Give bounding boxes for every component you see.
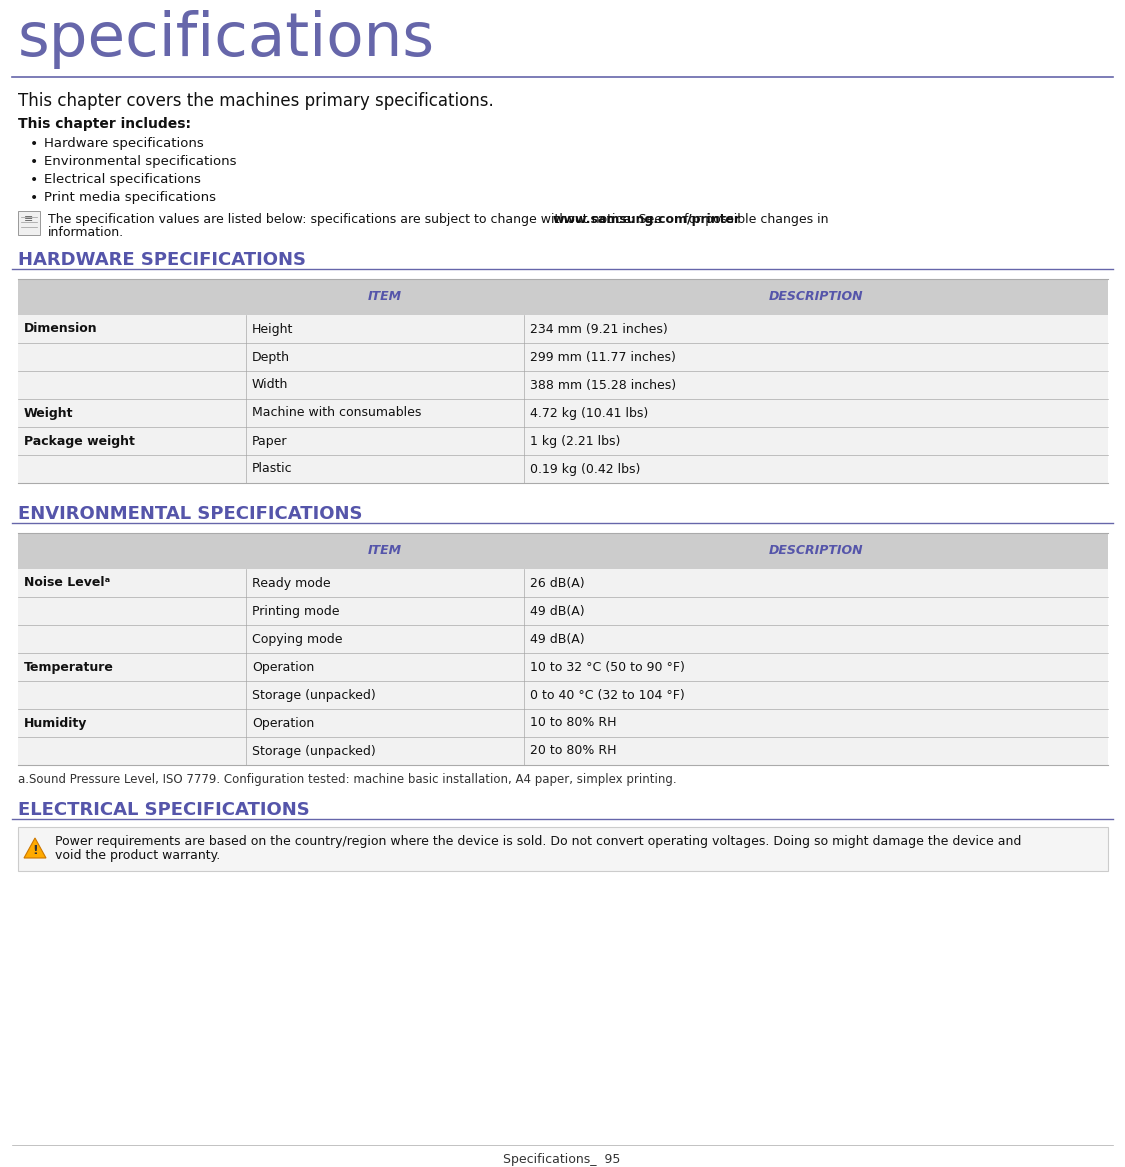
Text: ENVIRONMENTAL SPECIFICATIONS: ENVIRONMENTAL SPECIFICATIONS	[18, 505, 362, 523]
Text: void the product warranty.: void the product warranty.	[55, 850, 221, 862]
Bar	[18, 626, 1108, 654]
Text: Electrical specifications: Electrical specifications	[44, 173, 201, 186]
Bar	[18, 455, 1108, 483]
Text: Print media specifications: Print media specifications	[44, 191, 216, 204]
Text: ELECTRICAL SPECIFICATIONS: ELECTRICAL SPECIFICATIONS	[18, 801, 309, 819]
Text: DESCRIPTION: DESCRIPTION	[768, 291, 863, 303]
Text: The specification values are listed below: specifications are subject to change : The specification values are listed belo…	[48, 214, 666, 226]
Text: specifications: specifications	[18, 11, 435, 69]
Text: 299 mm (11.77 inches): 299 mm (11.77 inches)	[530, 350, 676, 363]
Text: Height: Height	[252, 322, 294, 335]
Bar	[18, 315, 1108, 343]
Text: Specifications_  95: Specifications_ 95	[503, 1153, 621, 1166]
Text: 234 mm (9.21 inches): 234 mm (9.21 inches)	[530, 322, 668, 335]
Bar	[18, 654, 1108, 682]
Text: •: •	[30, 191, 38, 205]
Bar	[18, 710, 1108, 738]
Bar	[18, 533, 1108, 569]
Text: 10 to 32 °C (50 to 90 °F): 10 to 32 °C (50 to 90 °F)	[530, 661, 685, 673]
Bar	[18, 399, 1108, 427]
Text: for possible changes in: for possible changes in	[680, 214, 828, 226]
Text: 10 to 80% RH: 10 to 80% RH	[530, 717, 617, 729]
Text: !: !	[33, 844, 38, 857]
Text: information.: information.	[48, 226, 124, 239]
Bar	[18, 738, 1108, 766]
Bar	[18, 827, 1108, 871]
Text: Plastic: Plastic	[252, 462, 292, 475]
Text: Storage (unpacked): Storage (unpacked)	[252, 689, 376, 701]
Text: •: •	[30, 137, 38, 151]
Text: Operation: Operation	[252, 661, 314, 673]
Text: ITEM: ITEM	[368, 545, 402, 558]
Text: Dimension: Dimension	[24, 322, 98, 335]
Text: Copying mode: Copying mode	[252, 633, 342, 645]
Text: a.Sound Pressure Level, ISO 7779. Configuration tested: machine basic installati: a.Sound Pressure Level, ISO 7779. Config…	[18, 773, 676, 787]
Text: This chapter includes:: This chapter includes:	[18, 117, 191, 131]
Text: www.samsung.com/printer: www.samsung.com/printer	[554, 214, 741, 226]
Text: DESCRIPTION: DESCRIPTION	[768, 545, 863, 558]
Text: Printing mode: Printing mode	[252, 605, 340, 617]
Text: 0 to 40 °C (32 to 104 °F): 0 to 40 °C (32 to 104 °F)	[530, 689, 685, 701]
Text: HARDWARE SPECIFICATIONS: HARDWARE SPECIFICATIONS	[18, 251, 306, 270]
Text: 388 mm (15.28 inches): 388 mm (15.28 inches)	[530, 378, 676, 391]
Text: Operation: Operation	[252, 717, 314, 729]
Text: 26 dB(A): 26 dB(A)	[530, 576, 585, 589]
Text: Storage (unpacked): Storage (unpacked)	[252, 745, 376, 757]
Bar	[18, 343, 1108, 371]
Bar	[18, 211, 40, 235]
Polygon shape	[24, 838, 46, 858]
Text: Weight: Weight	[24, 406, 73, 419]
Text: Package weight: Package weight	[24, 434, 135, 447]
Text: Environmental specifications: Environmental specifications	[44, 155, 236, 168]
Bar	[18, 569, 1108, 598]
Text: Temperature: Temperature	[24, 661, 114, 673]
Text: Hardware specifications: Hardware specifications	[44, 137, 204, 151]
Text: 0.19 kg (0.42 lbs): 0.19 kg (0.42 lbs)	[530, 462, 640, 475]
Text: 49 dB(A): 49 dB(A)	[530, 633, 585, 645]
Text: Width: Width	[252, 378, 288, 391]
Text: Power requirements are based on the country/region where the device is sold. Do : Power requirements are based on the coun…	[55, 836, 1022, 848]
Bar	[18, 598, 1108, 626]
Text: Paper: Paper	[252, 434, 288, 447]
Text: 49 dB(A): 49 dB(A)	[530, 605, 585, 617]
Text: ≡: ≡	[25, 214, 34, 224]
Text: 20 to 80% RH: 20 to 80% RH	[530, 745, 617, 757]
Bar	[18, 427, 1108, 455]
Text: Ready mode: Ready mode	[252, 576, 331, 589]
Text: 1 kg (2.21 lbs): 1 kg (2.21 lbs)	[530, 434, 620, 447]
Text: Noise Levelᵃ: Noise Levelᵃ	[24, 576, 110, 589]
Text: 4.72 kg (10.41 lbs): 4.72 kg (10.41 lbs)	[530, 406, 648, 419]
Text: Machine with consumables: Machine with consumables	[252, 406, 422, 419]
Bar	[18, 279, 1108, 315]
Bar	[18, 371, 1108, 399]
Text: ITEM: ITEM	[368, 291, 402, 303]
Text: Depth: Depth	[252, 350, 290, 363]
Text: This chapter covers the machines primary specifications.: This chapter covers the machines primary…	[18, 92, 494, 110]
Text: •: •	[30, 155, 38, 169]
Text: •: •	[30, 173, 38, 187]
Text: Humidity: Humidity	[24, 717, 88, 729]
Bar	[18, 682, 1108, 710]
